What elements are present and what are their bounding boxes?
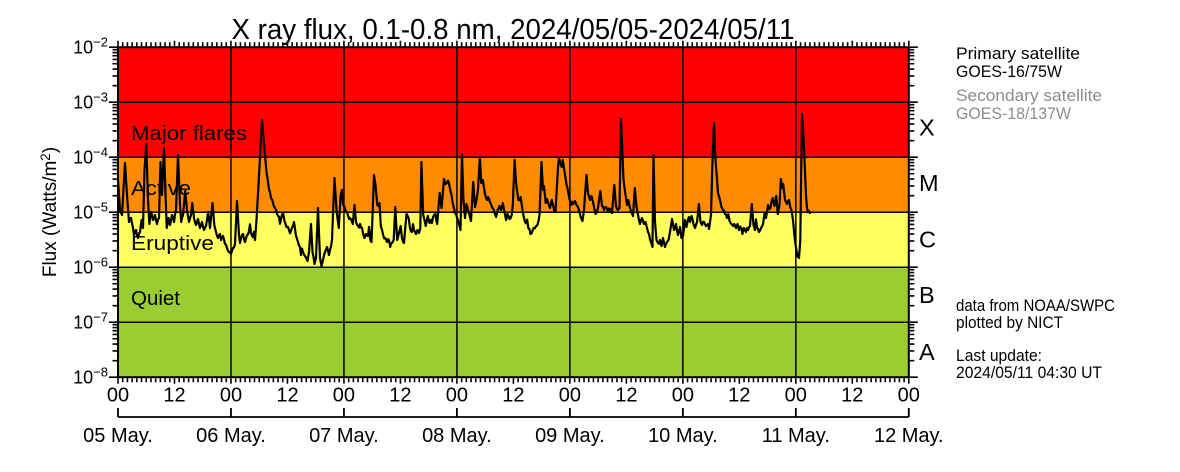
svg-text:10 May.: 10 May.	[648, 425, 718, 447]
svg-text:00: 00	[672, 385, 694, 407]
svg-text:12: 12	[502, 385, 524, 407]
svg-text:12: 12	[163, 385, 185, 407]
svg-text:X ray flux, 0.1-0.8 nm, 2024/0: X ray flux, 0.1-0.8 nm, 2024/05/05-2024/…	[232, 14, 795, 46]
svg-text:00: 00	[333, 385, 355, 407]
svg-text:Eruptive: Eruptive	[131, 232, 214, 255]
svg-text:09 May.: 09 May.	[535, 425, 605, 447]
svg-text:12: 12	[276, 385, 298, 407]
svg-text:00: 00	[898, 385, 920, 407]
svg-text:11 May.: 11 May.	[762, 425, 830, 447]
svg-text:12 May.: 12 May.	[874, 425, 944, 447]
svg-text:GOES-18/137W: GOES-18/137W	[956, 104, 1071, 123]
svg-text:05 May.: 05 May.	[83, 425, 153, 447]
svg-text:C: C	[919, 227, 936, 253]
svg-text:plotted by NICT: plotted by NICT	[956, 313, 1063, 332]
svg-text:GOES-16/75W: GOES-16/75W	[956, 62, 1062, 81]
svg-text:08 May.: 08 May.	[422, 425, 492, 447]
svg-text:Last update:: Last update:	[956, 346, 1042, 365]
svg-text:Secondary satellite: Secondary satellite	[956, 86, 1102, 105]
svg-text:Quiet: Quiet	[131, 287, 180, 310]
svg-text:Major flares: Major flares	[131, 122, 247, 145]
svg-text:00: 00	[446, 385, 468, 407]
svg-text:00: 00	[107, 385, 129, 407]
svg-text:00: 00	[785, 385, 807, 407]
svg-text:B: B	[919, 282, 935, 308]
svg-text:12: 12	[389, 385, 411, 407]
svg-text:00: 00	[220, 385, 242, 407]
svg-text:12: 12	[615, 385, 637, 407]
svg-text:Primary satellite: Primary satellite	[956, 44, 1080, 63]
svg-text:A: A	[919, 339, 935, 365]
svg-text:data from NOAA/SWPC: data from NOAA/SWPC	[956, 296, 1115, 315]
svg-text:12: 12	[728, 385, 750, 407]
svg-text:06 May.: 06 May.	[196, 425, 266, 447]
svg-text:00: 00	[559, 385, 581, 407]
svg-text:M: M	[919, 170, 939, 196]
svg-text:07 May.: 07 May.	[309, 425, 379, 447]
svg-text:12: 12	[841, 385, 863, 407]
svg-text:Flux (Watts/m2): Flux (Watts/m2)	[38, 147, 61, 277]
svg-text:2024/05/11 04:30 UT: 2024/05/11 04:30 UT	[956, 363, 1102, 382]
svg-text:X: X	[919, 115, 935, 141]
